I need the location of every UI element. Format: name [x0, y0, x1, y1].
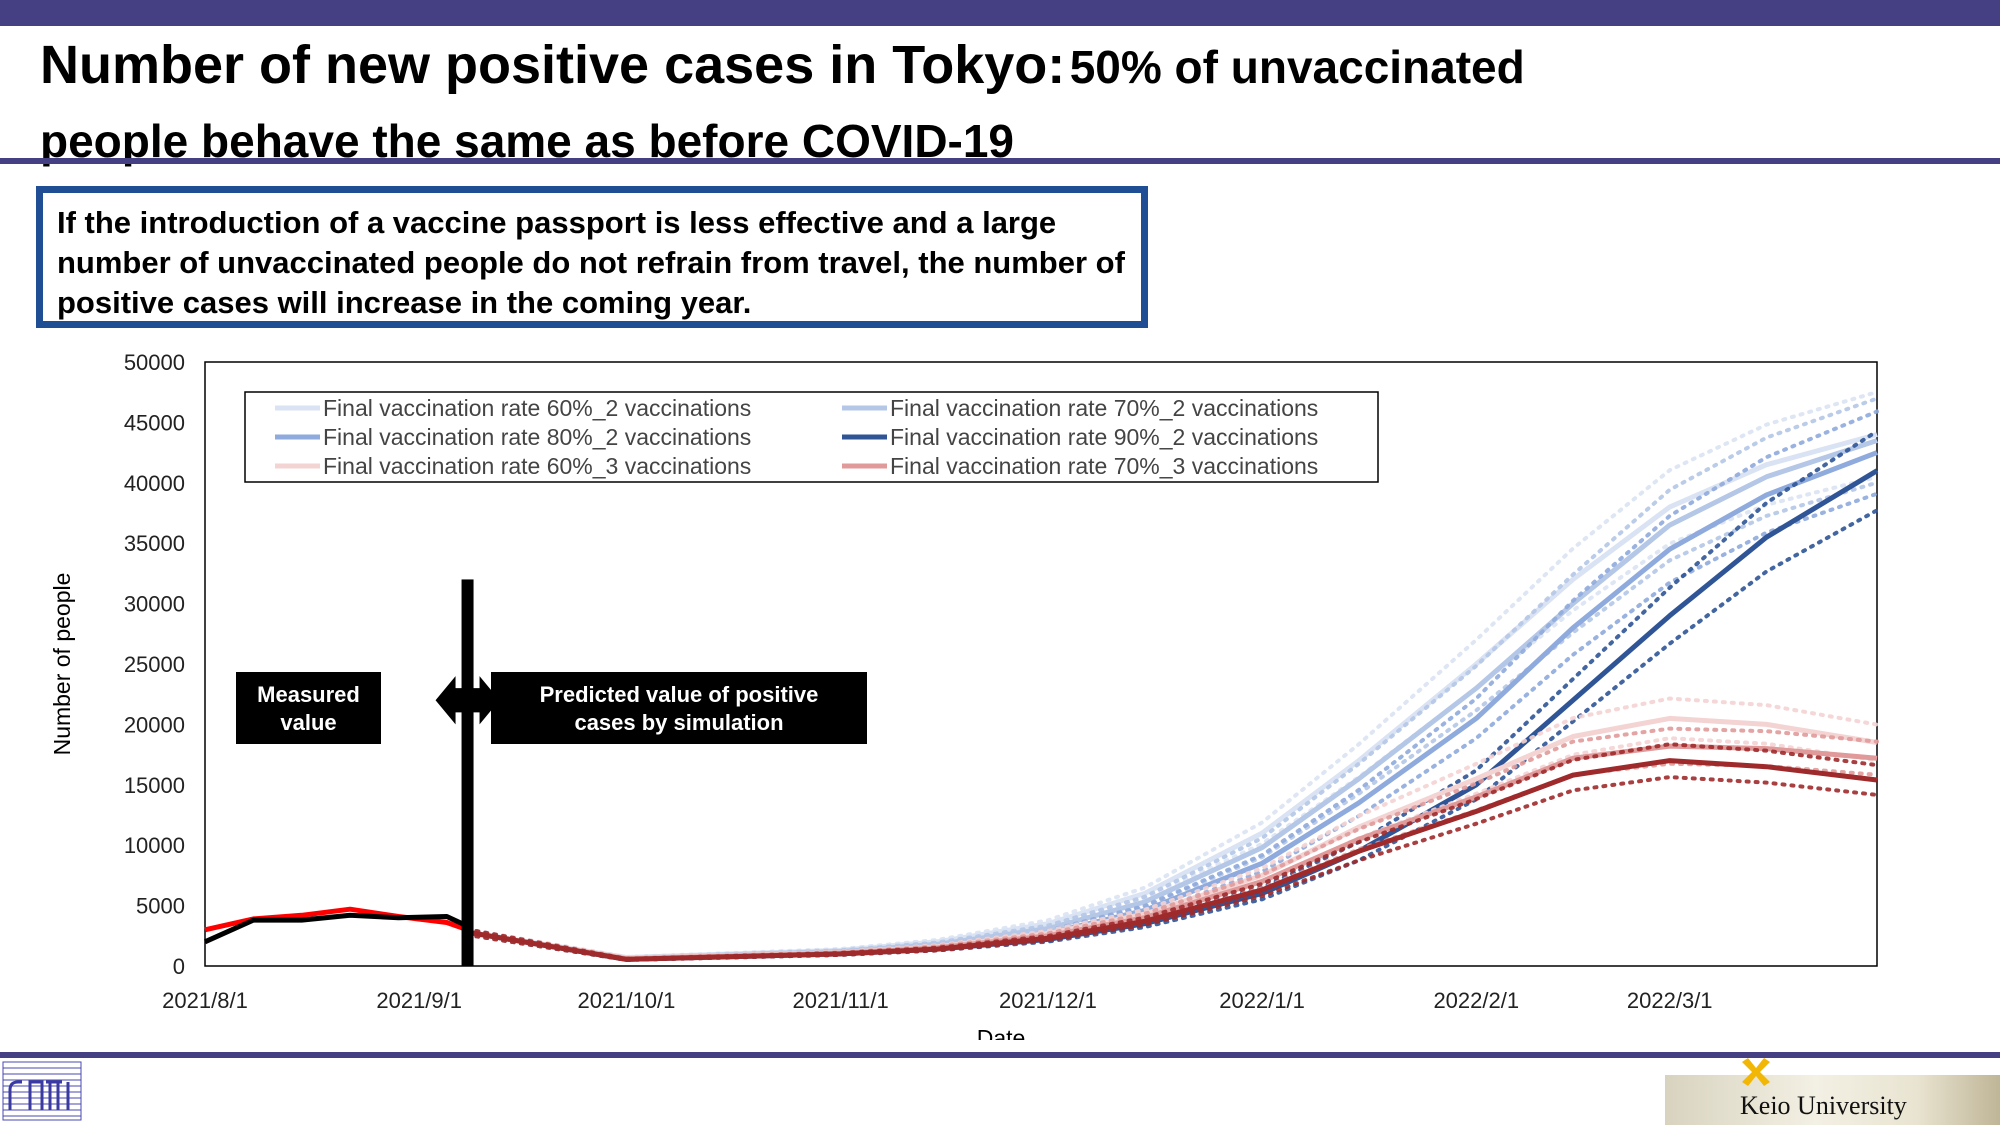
y-tick-label: 45000 [124, 410, 185, 435]
double-arrow-icon [435, 676, 500, 725]
y-axis-label: Number of people [49, 573, 75, 756]
keio-pen-logo-icon [1742, 1058, 1770, 1086]
institution-logo-icon [2, 1061, 82, 1121]
title-main: Number of new positive cases in Tokyo: [40, 35, 1066, 95]
series-line [467, 758, 1878, 962]
legend-label: Final vaccination rate 90%_2 vaccination… [890, 424, 1318, 450]
legend-label: Final vaccination rate 60%_3 vaccination… [323, 453, 751, 479]
measured-annotation-text: value [280, 710, 336, 735]
keio-banner [1665, 1075, 2000, 1125]
x-tick-label: 2022/1/1 [1219, 988, 1305, 1013]
series-envelope-line [465, 409, 1879, 961]
y-tick-label: 0 [173, 954, 185, 979]
y-tick-label: 10000 [124, 833, 185, 858]
x-tick-label: 2021/12/1 [999, 988, 1097, 1013]
series-envelope-line [465, 742, 1879, 961]
y-tick-label: 15000 [124, 773, 185, 798]
series-group [465, 742, 1879, 962]
measured-annotation-box [236, 672, 381, 744]
series-envelope-line [465, 396, 1879, 960]
legend-label: Final vaccination rate 70%_3 vaccination… [890, 453, 1318, 479]
predicted-annotation-text: Predicted value of positive [540, 682, 819, 707]
series-envelope-line [465, 775, 1879, 962]
bottom-band [0, 1052, 2000, 1058]
title-rest: 50% of unvaccinated [1069, 41, 1525, 93]
x-tick-label: 2021/8/1 [162, 988, 248, 1013]
keio-university-label: Keio University [1740, 1091, 1907, 1120]
y-tick-label: 50000 [124, 350, 185, 375]
measured-line [203, 912, 469, 945]
x-tick-label: 2021/9/1 [376, 988, 462, 1013]
y-tick-label: 25000 [124, 652, 185, 677]
positive-cases-chart: 0 5000 10000 15000 20000 25000 30000 35000 40000… [49, 350, 1879, 1040]
divider-bar [461, 579, 474, 966]
series-envelope-line [465, 508, 1879, 962]
y-tick-label: 40000 [124, 471, 185, 496]
y-tick-label: 30000 [124, 592, 185, 617]
predicted-annotation-text: cases by simulation [574, 710, 783, 735]
series-envelope-line [465, 696, 1879, 960]
series-envelope-line [465, 390, 1879, 959]
legend-label: Final vaccination rate 60%_2 vaccination… [323, 395, 751, 421]
legend-label: Final vaccination rate 80%_2 vaccination… [323, 424, 751, 450]
series-envelope-line [465, 491, 1879, 962]
x-tick-label: 2022/3/1 [1627, 988, 1713, 1013]
x-axis-label: Date [977, 1025, 1026, 1040]
y-tick-label: 20000 [124, 712, 185, 737]
y-tick-label: 5000 [136, 894, 185, 919]
measured-annotation-text: Measured [257, 682, 360, 707]
predicted-annotation-box [491, 672, 867, 744]
x-tick-label: 2021/10/1 [578, 988, 676, 1013]
y-tick-label: 35000 [124, 531, 185, 556]
legend: Final vaccination rate 60%_2 vaccination… [244, 391, 1379, 483]
x-tick-label: 2021/11/1 [793, 988, 889, 1013]
callout-box: If the introduction of a vaccine passpor… [36, 186, 1148, 328]
top-band [0, 0, 2000, 26]
x-tick-label: 2022/2/1 [1433, 988, 1519, 1013]
title-divider [0, 158, 2000, 164]
legend-frame [244, 391, 1379, 483]
legend-label: Final vaccination rate 70%_2 vaccination… [890, 395, 1318, 421]
series-envelope-line [465, 726, 1879, 961]
